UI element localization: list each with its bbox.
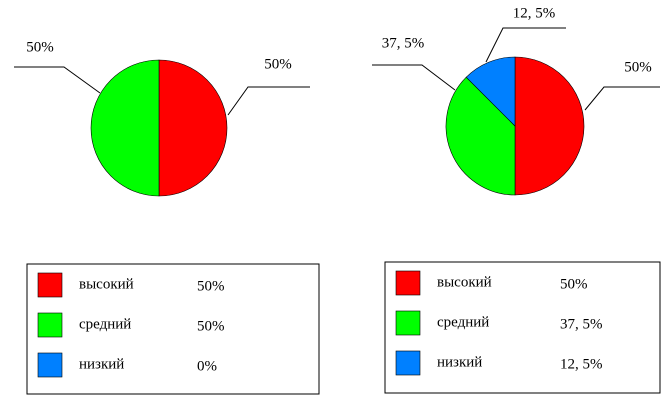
slice-label: 50% (624, 59, 652, 75)
legend-swatch (395, 350, 421, 376)
legend-swatch (395, 270, 421, 296)
leader-line (227, 86, 310, 116)
legend-label: средний (79, 316, 131, 332)
leader-line (584, 86, 660, 111)
legend-label: низкий (79, 356, 124, 372)
pie-slice (158, 59, 228, 197)
slice-label: 50% (26, 39, 54, 55)
legend-swatch (395, 310, 421, 336)
legend-label: низкий (437, 354, 482, 370)
legend-label: средний (437, 314, 489, 330)
legend-label: высокий (79, 276, 134, 292)
leader-line (14, 66, 101, 94)
legend-value: 50% (197, 318, 225, 334)
pie-slice (514, 56, 585, 196)
pie-slice (90, 59, 160, 197)
leader-line (372, 64, 456, 91)
legend-value: 50% (197, 278, 225, 294)
slice-label: 37, 5% (382, 35, 425, 51)
slice-label: 12, 5% (513, 5, 556, 21)
legend-swatch (37, 272, 63, 298)
legend-swatch (37, 352, 63, 378)
slice-label: 50% (264, 56, 292, 72)
legend-swatch (37, 312, 63, 338)
legend-value: 37, 5% (560, 316, 603, 332)
pie-slice (465, 56, 516, 127)
legend-value: 0% (197, 358, 217, 374)
pie-slice (445, 76, 516, 196)
legend-label: высокий (437, 274, 492, 290)
legend-value: 12, 5% (560, 356, 603, 372)
legend-value: 50% (560, 276, 588, 292)
legend-box (384, 261, 661, 394)
leader-line (485, 27, 566, 63)
legend-box (26, 263, 320, 395)
